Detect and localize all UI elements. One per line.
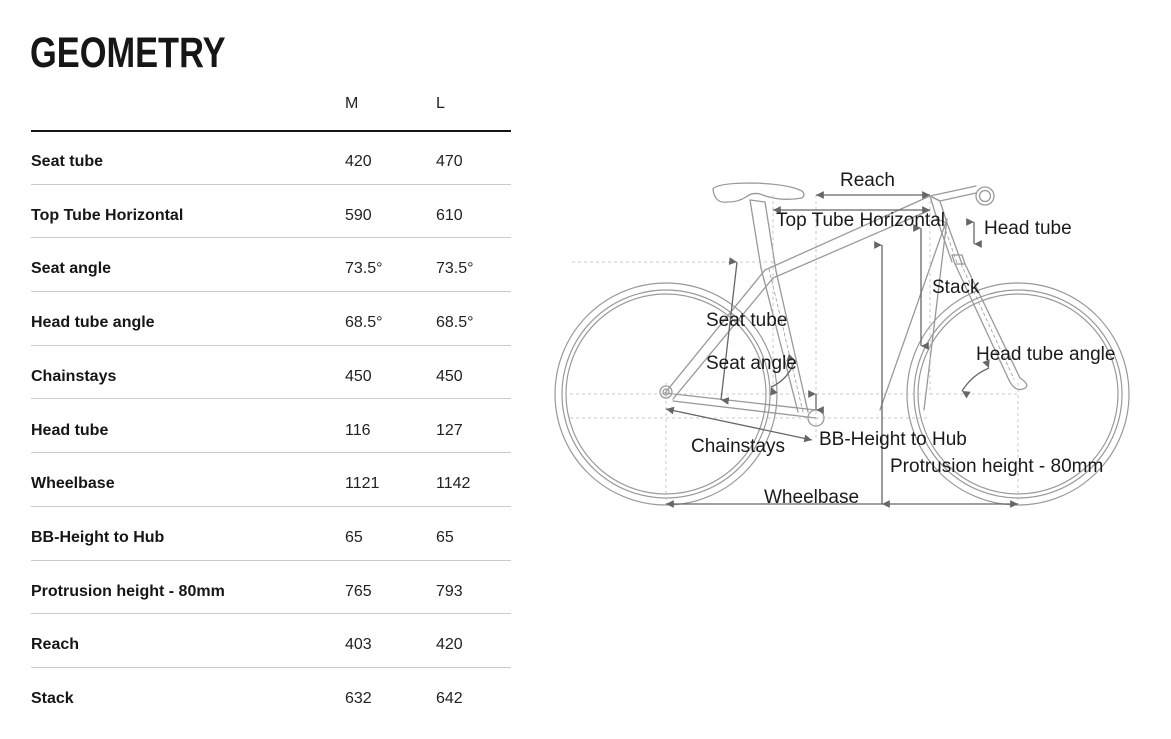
svg-text:Wheelbase: Wheelbase bbox=[764, 487, 859, 508]
svg-text:Protrusion height - 80mm: Protrusion height - 80mm bbox=[890, 456, 1103, 477]
svg-text:Head tube angle: Head tube angle bbox=[976, 344, 1115, 365]
svg-text:BB-Height to Hub: BB-Height to Hub bbox=[819, 429, 967, 450]
svg-text:Reach: Reach bbox=[840, 170, 895, 191]
svg-text:Head tube: Head tube bbox=[984, 218, 1072, 239]
svg-text:Chainstays: Chainstays bbox=[691, 436, 785, 457]
svg-text:Seat tube: Seat tube bbox=[706, 310, 787, 331]
svg-text:Seat angle: Seat angle bbox=[706, 353, 797, 374]
svg-text:Top Tube Horizontal: Top Tube Horizontal bbox=[776, 210, 945, 231]
svg-text:Stack: Stack bbox=[932, 277, 980, 298]
